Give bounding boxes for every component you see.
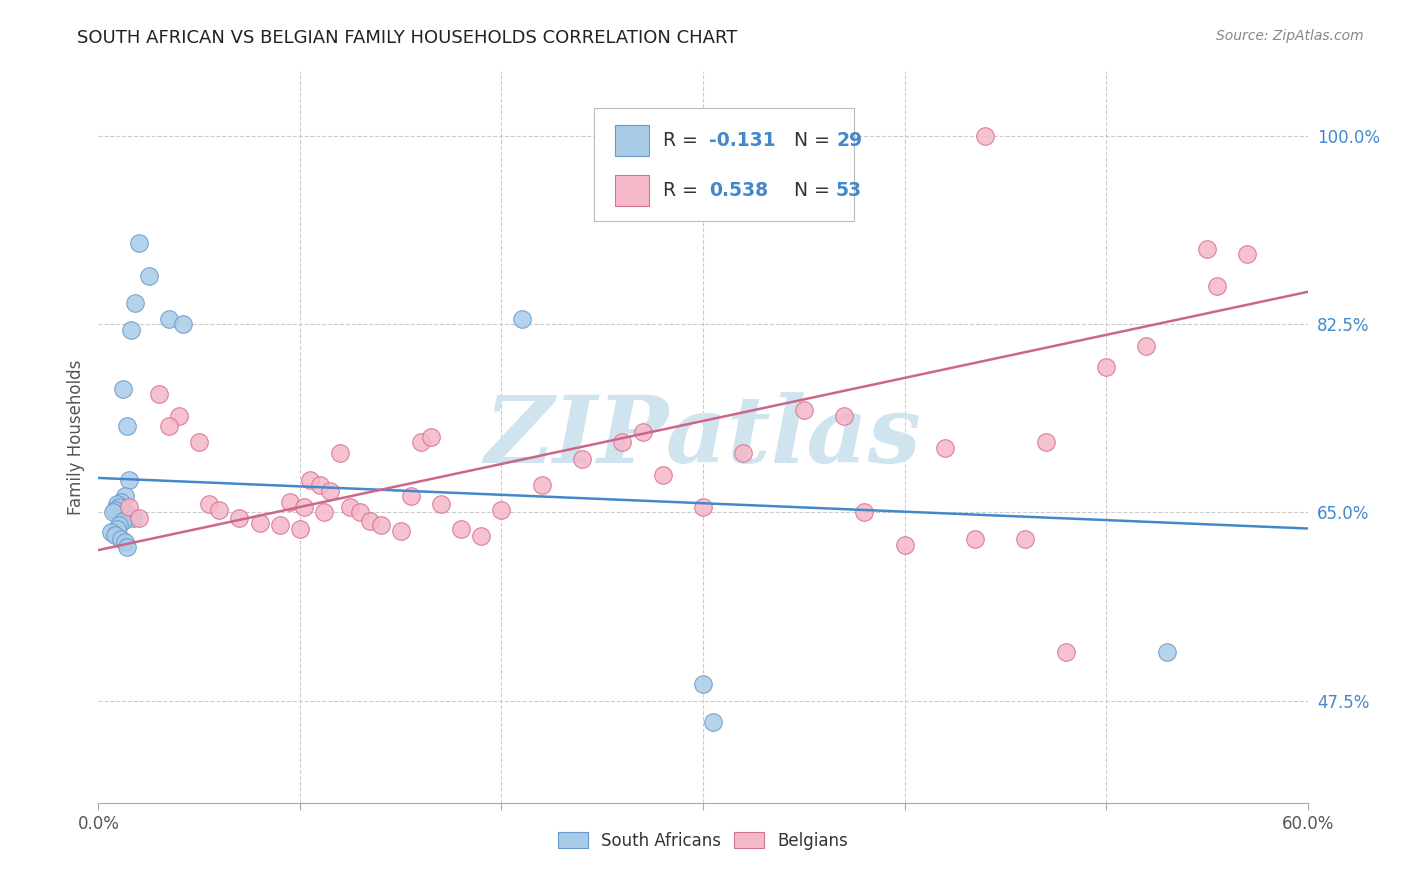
- Text: N =: N =: [782, 131, 835, 150]
- Point: [1206, 279, 1229, 293]
- Point: [103, 503, 125, 517]
- Point: [249, 516, 271, 530]
- Point: [319, 483, 342, 498]
- Point: [292, 500, 315, 514]
- Text: -0.131: -0.131: [709, 131, 776, 150]
- FancyBboxPatch shape: [595, 108, 855, 221]
- Point: [571, 451, 593, 466]
- Point: [115, 540, 138, 554]
- Point: [111, 382, 134, 396]
- Point: [370, 518, 392, 533]
- Text: R =: R =: [664, 131, 704, 150]
- Point: [339, 500, 361, 514]
- Text: N =: N =: [782, 181, 835, 200]
- Point: [1054, 645, 1077, 659]
- Point: [278, 494, 301, 508]
- Text: 29: 29: [837, 131, 862, 150]
- Point: [105, 497, 128, 511]
- Point: [853, 505, 876, 519]
- Point: [100, 524, 122, 539]
- Point: [389, 524, 412, 538]
- Point: [692, 500, 714, 514]
- Point: [110, 494, 132, 508]
- Text: R =: R =: [664, 181, 704, 200]
- Point: [103, 528, 125, 542]
- Text: SOUTH AFRICAN VS BELGIAN FAMILY HOUSEHOLDS CORRELATION CHART: SOUTH AFRICAN VS BELGIAN FAMILY HOUSEHOL…: [77, 29, 738, 46]
- Point: [157, 419, 180, 434]
- Point: [105, 521, 128, 535]
- Point: [208, 503, 231, 517]
- Point: [188, 435, 211, 450]
- Point: [121, 510, 143, 524]
- Point: [832, 409, 855, 423]
- Legend: South Africans, Belgians: South Africans, Belgians: [551, 825, 855, 856]
- Point: [118, 500, 141, 514]
- FancyBboxPatch shape: [614, 175, 648, 206]
- Point: [1156, 645, 1178, 659]
- Point: [138, 268, 160, 283]
- Point: [299, 473, 322, 487]
- Point: [470, 529, 492, 543]
- Point: [198, 497, 221, 511]
- Point: [1095, 360, 1118, 375]
- Point: [491, 503, 513, 517]
- Point: [1236, 247, 1258, 261]
- Text: ZIPatlas: ZIPatlas: [485, 392, 921, 482]
- Point: [148, 387, 170, 401]
- Point: [420, 430, 443, 444]
- Point: [128, 236, 150, 251]
- Text: 53: 53: [837, 181, 862, 200]
- Point: [349, 505, 371, 519]
- Point: [111, 514, 134, 528]
- Point: [288, 521, 311, 535]
- Point: [399, 489, 422, 503]
- Point: [974, 128, 997, 143]
- Point: [1195, 242, 1218, 256]
- Point: [107, 500, 129, 514]
- Point: [157, 311, 180, 326]
- Point: [409, 435, 432, 450]
- Point: [118, 473, 141, 487]
- Point: [702, 715, 724, 730]
- Point: [329, 446, 352, 460]
- Point: [114, 535, 136, 549]
- Point: [612, 435, 634, 450]
- Point: [228, 510, 250, 524]
- Point: [430, 497, 453, 511]
- Point: [269, 518, 291, 533]
- Point: [733, 446, 755, 460]
- Point: [107, 518, 129, 533]
- Point: [450, 521, 472, 535]
- Point: [110, 533, 132, 547]
- Point: [965, 533, 987, 547]
- FancyBboxPatch shape: [614, 125, 648, 156]
- Point: [309, 478, 332, 492]
- Y-axis label: Family Households: Family Households: [66, 359, 84, 515]
- Point: [360, 514, 382, 528]
- Point: [120, 322, 142, 336]
- Point: [793, 403, 815, 417]
- Point: [114, 489, 136, 503]
- Point: [631, 425, 654, 439]
- Point: [167, 409, 190, 423]
- Point: [101, 505, 124, 519]
- Point: [115, 419, 138, 434]
- Point: [893, 538, 915, 552]
- Text: Source: ZipAtlas.com: Source: ZipAtlas.com: [1216, 29, 1364, 43]
- Point: [651, 467, 673, 482]
- Point: [128, 510, 150, 524]
- Point: [530, 478, 553, 492]
- Point: [934, 441, 956, 455]
- Point: [124, 295, 146, 310]
- Point: [510, 311, 533, 326]
- Point: [172, 317, 194, 331]
- Point: [1035, 435, 1057, 450]
- Point: [1135, 338, 1157, 352]
- Text: 0.538: 0.538: [709, 181, 768, 200]
- Point: [118, 508, 141, 522]
- Point: [1014, 533, 1036, 547]
- Point: [692, 677, 714, 691]
- Point: [314, 505, 336, 519]
